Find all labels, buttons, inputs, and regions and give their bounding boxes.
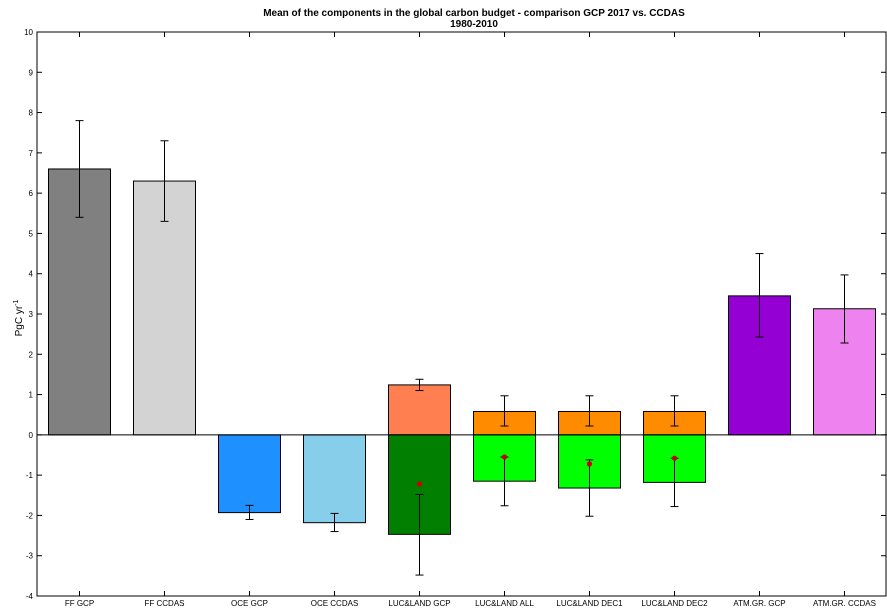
error-bar-3 (330, 512, 339, 533)
y-tick-label: 3 (29, 310, 34, 319)
y-tick-label: 7 (29, 149, 34, 158)
y-tick-label: 2 (29, 350, 34, 359)
land-error-bar-4 (415, 493, 424, 576)
x-tick-label: ATM.GR. CCDAS (813, 599, 876, 608)
land-marker-7 (671, 455, 678, 461)
y-ticks: -4 -3 -2 -1 0 1 2 3 4 5 6 7 8 9 10 (24, 28, 886, 601)
y-tick-label: 1 (29, 391, 34, 400)
x-tick-label: LUC&LAND ALL (475, 599, 534, 608)
error-bar-4 (415, 378, 424, 392)
chart-title: Mean of the components in the global car… (263, 8, 685, 19)
x-tick-label: LUC&LAND DEC2 (641, 599, 708, 608)
y-tick-label: -1 (26, 471, 34, 480)
x-tick-label: LUC&LAND DEC1 (556, 599, 623, 608)
y-axis-label: PgC yr-1 (13, 300, 25, 337)
markers-layer (416, 454, 678, 487)
y-tick-label: 0 (29, 431, 34, 440)
error-bar-1 (160, 140, 169, 222)
y-tick-label: 8 (29, 109, 34, 118)
chart-subtitle: 1980-2010 (450, 19, 498, 30)
land-marker-6 (586, 461, 593, 467)
land-error-bar-6 (585, 459, 594, 517)
x-tick-label: OCE GCP (231, 599, 268, 608)
y-tick-label: -4 (26, 592, 34, 601)
x-tick-label: LUC&LAND GCP (388, 599, 450, 608)
error-bar-5 (500, 395, 509, 427)
land-marker-4 (416, 481, 423, 487)
error-bar-7 (670, 395, 679, 427)
x-tick-label: FF GCP (65, 599, 94, 608)
x-ticks: FF GCP FF CCDAS OCE GCP OCE CCDAS LUC&LAND G… (65, 32, 876, 608)
error-bar-8 (755, 253, 764, 338)
y-tick-label: -3 (26, 552, 34, 561)
y-tick-label: 10 (24, 28, 33, 37)
errorbars-layer (75, 120, 849, 576)
x-tick-label: OCE CCDAS (311, 599, 359, 608)
error-bar-2 (245, 504, 254, 520)
y-tick-label: 6 (29, 189, 34, 198)
error-bar-0 (75, 120, 84, 218)
error-bar-6 (585, 395, 594, 427)
x-tick-label: ATM.GR. GCP (733, 599, 785, 608)
y-tick-label: -2 (26, 511, 34, 520)
y-tick-label: 5 (29, 229, 34, 238)
y-tick-label: 9 (29, 68, 34, 77)
bar-3 (303, 434, 366, 524)
land-marker-5 (501, 454, 508, 460)
bar-4 (388, 384, 451, 436)
bar-1 (133, 180, 196, 436)
error-bar-9 (840, 274, 849, 344)
bar-2 (218, 434, 281, 514)
x-tick-label: FF CCDAS (145, 599, 185, 608)
bars-layer (48, 168, 876, 535)
y-tick-label: 4 (29, 270, 34, 279)
